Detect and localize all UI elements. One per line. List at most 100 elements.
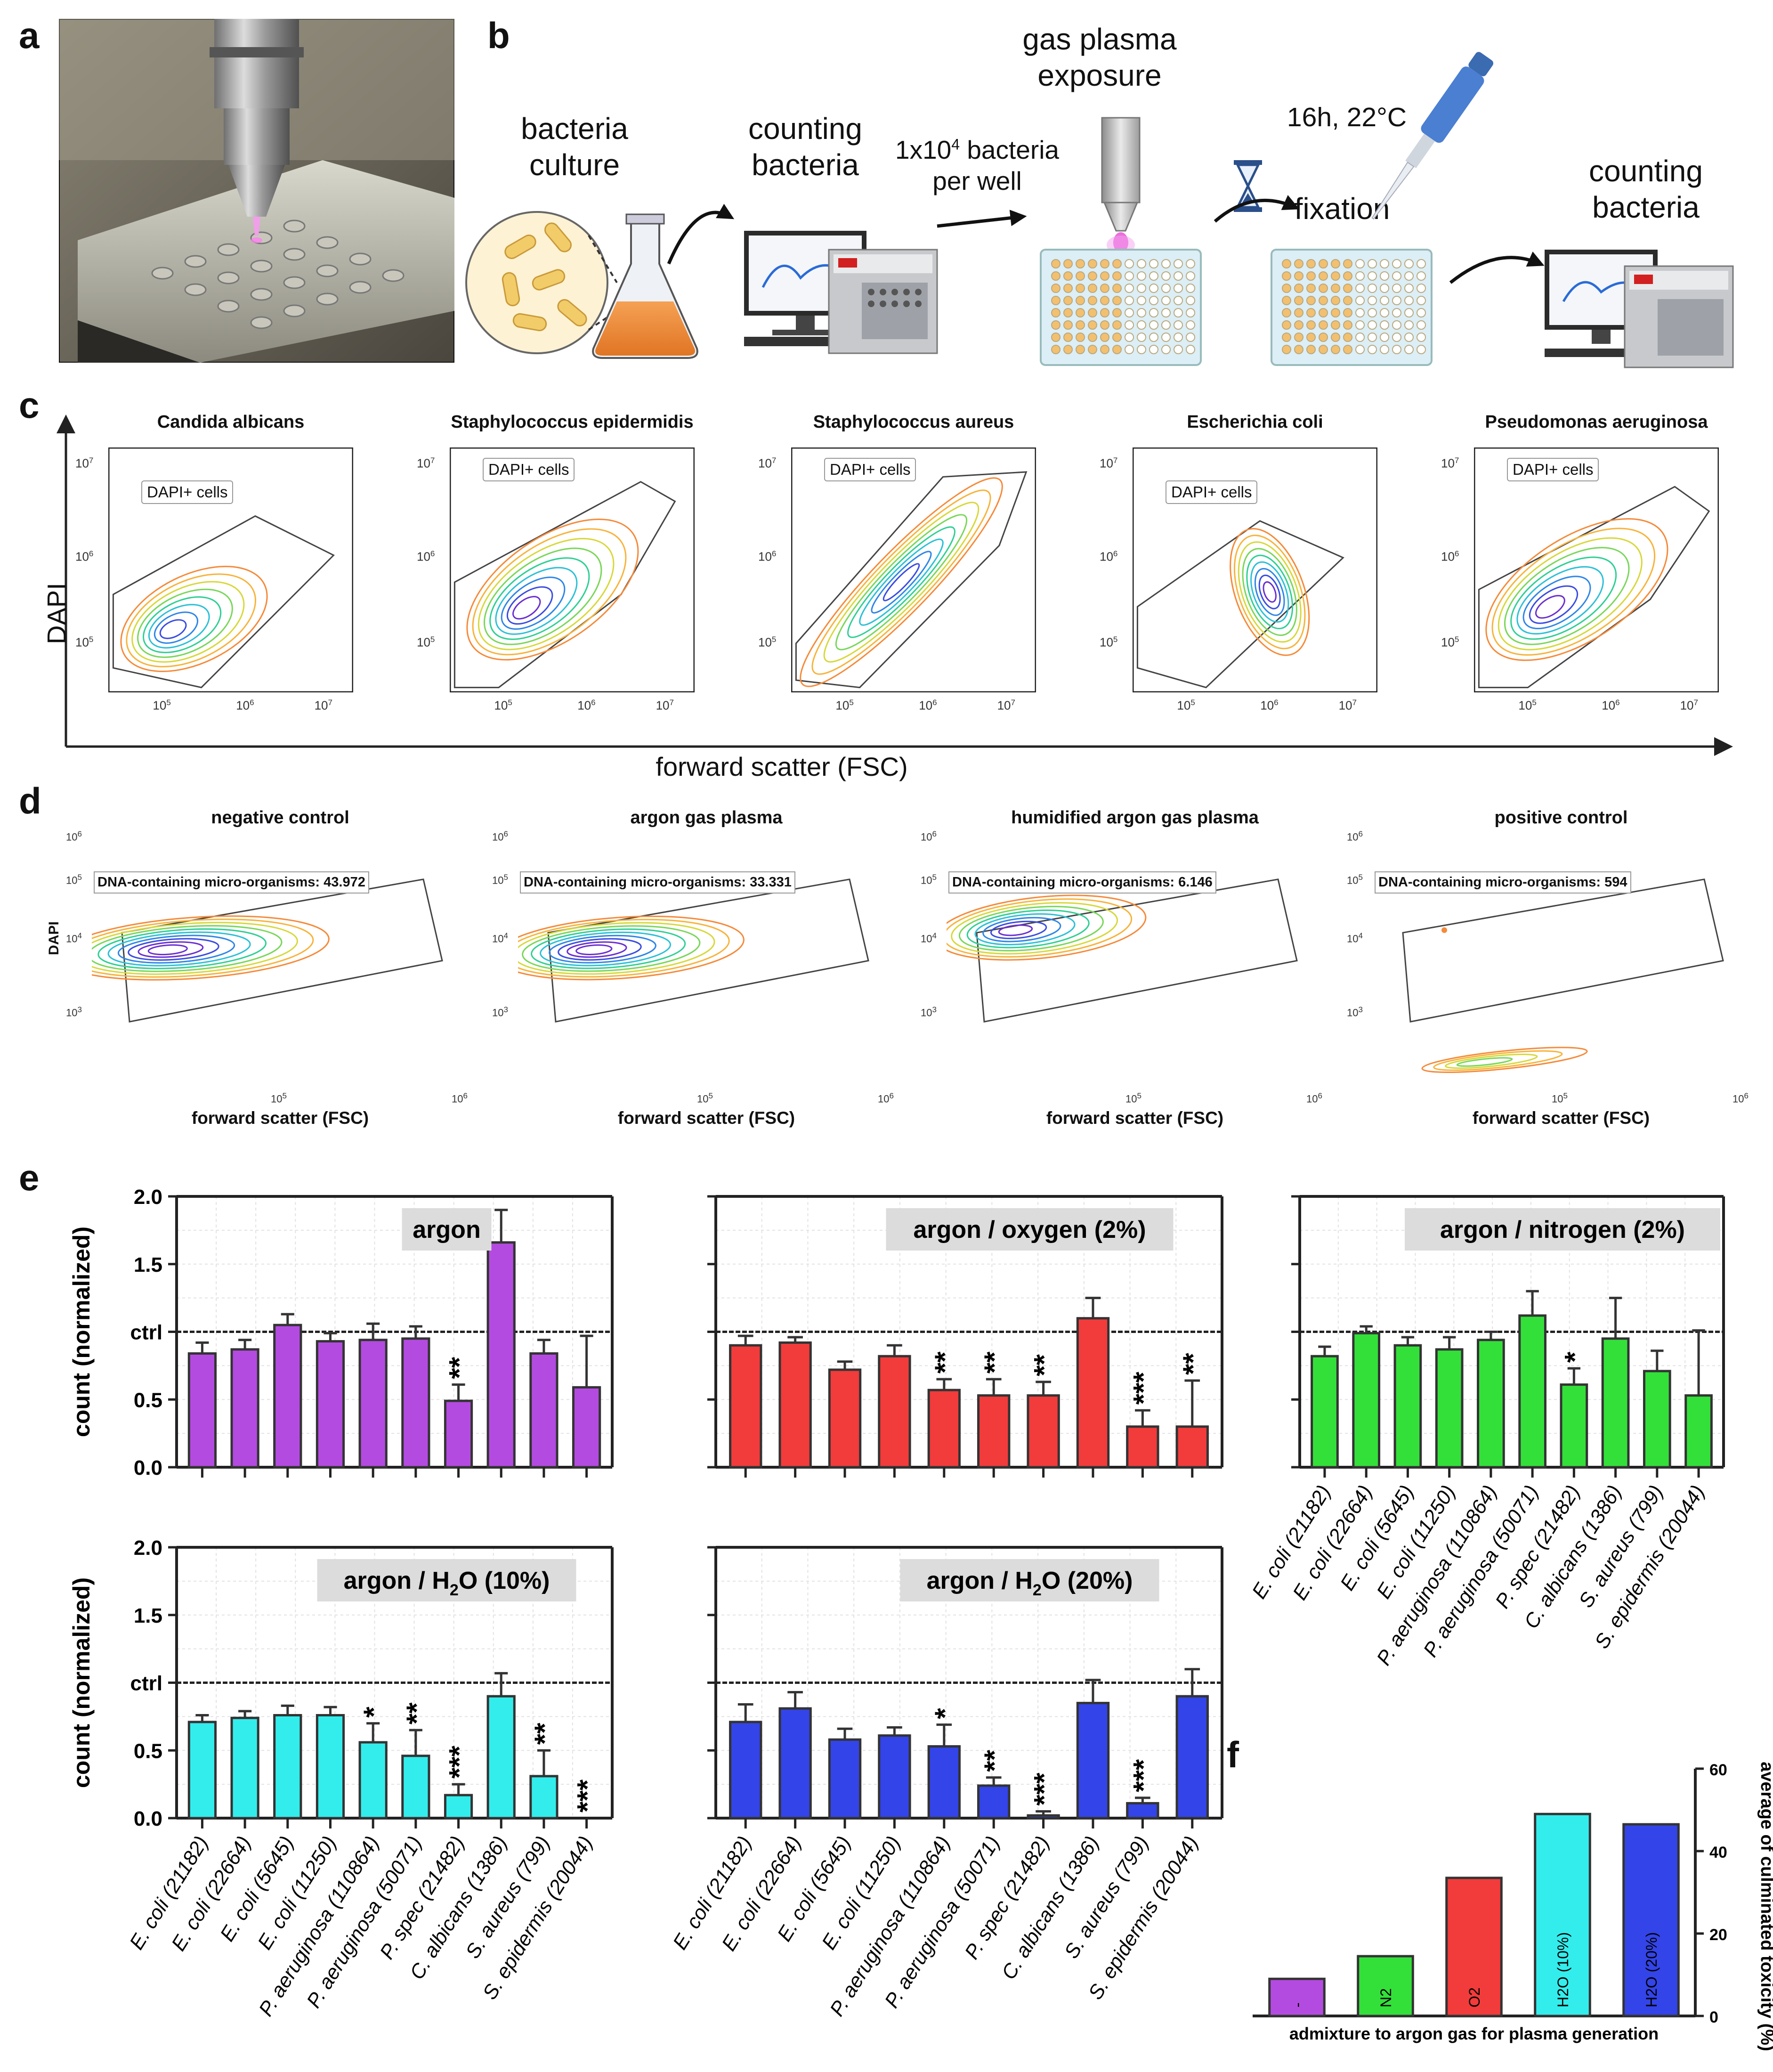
well-plate-icon-1 (1040, 249, 1202, 366)
f-bar-label-1: - (1289, 2002, 1306, 2007)
step-fixation: fixation (1294, 192, 1390, 226)
flow-d-gate-4 (1402, 878, 1724, 1023)
flow-d-ytick-1-2: 104 (66, 931, 82, 945)
significance-4-6: ** (401, 1702, 432, 1724)
chart-1-y-axis-label: count (normalized) (68, 1227, 95, 1437)
flow-c-gate-4 (1136, 520, 1344, 689)
flow-c-xtick-3-2: 107 (997, 698, 1015, 713)
bar-2-5 (927, 1389, 961, 1469)
flow-c-xtick-4-0: 105 (1177, 698, 1195, 713)
bar-5-5 (927, 1745, 961, 1820)
significance-5-6: ** (979, 1749, 1010, 1771)
flow-c-title-2: Staphylococcus epidermidis (451, 412, 694, 432)
bar-4-3 (273, 1714, 302, 1820)
f-bar-3 (1445, 1877, 1503, 2017)
bar-1-7 (444, 1399, 473, 1469)
bar-3-9 (1643, 1370, 1671, 1469)
bar-5-8 (1076, 1702, 1110, 1820)
flow-d-xtick-4-1: 106 (1733, 1091, 1749, 1105)
bar-5-3 (828, 1738, 862, 1820)
bar-1-6 (401, 1337, 430, 1469)
flow-c-gate-label-1: DAPI+ cells (141, 480, 234, 504)
bar-4-9 (529, 1775, 559, 1820)
f-bar-2 (1357, 1955, 1414, 2017)
flow-c-xtick-1-2: 107 (314, 698, 332, 713)
f-y-tick-label-2: 40 (1709, 1844, 1727, 1861)
bar-1-1 (187, 1352, 217, 1469)
flow-d-ytick-3-1: 105 (921, 872, 937, 886)
f-bar-5 (1622, 1823, 1680, 2017)
flow-d-ytick-2-1: 105 (492, 872, 508, 886)
significance-5-9: *** (1127, 1759, 1159, 1792)
y-tick-label-1-3: 1.5 (134, 1253, 162, 1276)
f-y-tick-label-0: 0 (1709, 2008, 1718, 2026)
flow-c-xtick-1-1: 106 (236, 698, 254, 713)
significance-2-10: ** (1177, 1353, 1209, 1375)
well-plate-icon-2 (1271, 249, 1433, 366)
flow-c-ytick-1-0: 107 (75, 456, 94, 471)
flow-c-gate-3 (795, 471, 1028, 689)
bar-4-5 (358, 1741, 388, 1820)
flow-d-gate-1 (121, 878, 443, 1023)
flow-d-ytick-4-0: 106 (1347, 829, 1363, 843)
f-y-tick-label-3: 60 (1709, 1761, 1727, 1779)
flow-c-xtick-3-0: 105 (835, 698, 854, 713)
chart-1-title-bg (402, 1208, 492, 1251)
flow-c-xtick-2-2: 107 (656, 698, 674, 713)
flow-c-gate-label-3: DAPI+ cells (824, 458, 916, 481)
chart-f-y-axis-label: average of culminated toxicity (%) (1757, 1762, 1773, 2051)
chart-1-title: argon (413, 1216, 480, 1243)
flow-c-ytick-5-0: 107 (1441, 456, 1459, 471)
chart-3-title: argon / nitrogen (2%) (1440, 1216, 1685, 1243)
step-bacteria-culture: bacteria culture (521, 112, 628, 182)
panel-label-c: c (19, 384, 40, 426)
flow-c-xtick-4-2: 107 (1338, 698, 1357, 713)
flow-c-xtick-4-1: 106 (1260, 698, 1279, 713)
significance-2-5: ** (929, 1351, 961, 1373)
flow-d-xtick-3-0: 105 (1125, 1091, 1142, 1105)
y-tick-label-4-3: 1.5 (134, 1604, 162, 1627)
flow-d-ytick-4-3: 103 (1347, 1005, 1363, 1018)
bar-2-2 (778, 1341, 812, 1469)
flow-d-ytick-2-3: 103 (492, 1005, 508, 1018)
flow-c-gate-2 (453, 481, 676, 689)
significance-4-7: *** (444, 1745, 475, 1779)
flow-d-xtick-4-0: 105 (1552, 1091, 1568, 1105)
f-bar-label-3: O2 (1466, 1987, 1483, 2007)
chart-5-title-bg (900, 1559, 1159, 1601)
chart-f-x-axis-label: admixture to argon gas for plasma genera… (1289, 2024, 1659, 2043)
flow-d-x-axis-label-4: forward scatter (FSC) (1472, 1108, 1650, 1128)
bar-2-3 (828, 1368, 862, 1469)
flow-d-title-2: argon gas plasma (630, 808, 783, 828)
y-tick-label-1-1: 0.5 (134, 1389, 162, 1412)
significance-4-10: *** (572, 1779, 603, 1812)
flow-c-ytick-3-2: 105 (758, 635, 777, 650)
bar-2-4 (878, 1355, 911, 1469)
flow-c-gate-label-2: DAPI+ cells (483, 458, 575, 481)
flow-c-title-4: Escherichia coli (1187, 412, 1323, 432)
bar-5-7 (1027, 1814, 1060, 1820)
pipette-icon (1371, 52, 1494, 220)
flow-d-count-4: DNA-containing micro-organisms: 594 (1375, 871, 1631, 894)
flow-d-ytick-1-0: 106 (66, 829, 82, 843)
chart-4-title: argon / H2O (10%) (344, 1567, 550, 1599)
significance-4-9: ** (529, 1723, 560, 1745)
step-counting-bacteria-1: counting bacteria (748, 112, 862, 182)
bar-3-8 (1601, 1337, 1630, 1469)
flow-d-title-3: humidified argon gas plasma (1011, 808, 1259, 828)
flow-c-ytick-2-2: 105 (417, 635, 435, 650)
bar-2-8 (1076, 1317, 1110, 1469)
flow-d-xtick-2-1: 106 (878, 1091, 894, 1105)
y-tick-label-4-1: 0.5 (134, 1739, 162, 1763)
y-tick-label-1-2: ctrl (130, 1321, 162, 1344)
flow-c-plot-5 (1474, 447, 1719, 692)
flow-cytometer-icon-2 (1545, 250, 1734, 368)
bar-2-10 (1175, 1425, 1209, 1469)
flow-c-xtick-5-0: 105 (1518, 698, 1537, 713)
flow-c-xtick-1-0: 105 (153, 698, 171, 713)
f-bar-1 (1268, 1977, 1326, 2017)
step-seeding: 1x104 bacteria per well (883, 134, 1071, 196)
flow-d-gate-3 (976, 878, 1298, 1023)
bar-3-6 (1518, 1314, 1546, 1469)
